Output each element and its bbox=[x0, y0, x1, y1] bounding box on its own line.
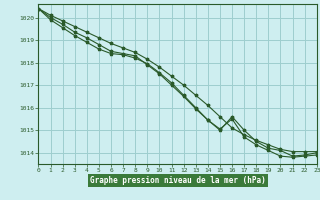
X-axis label: Graphe pression niveau de la mer (hPa): Graphe pression niveau de la mer (hPa) bbox=[90, 176, 266, 185]
